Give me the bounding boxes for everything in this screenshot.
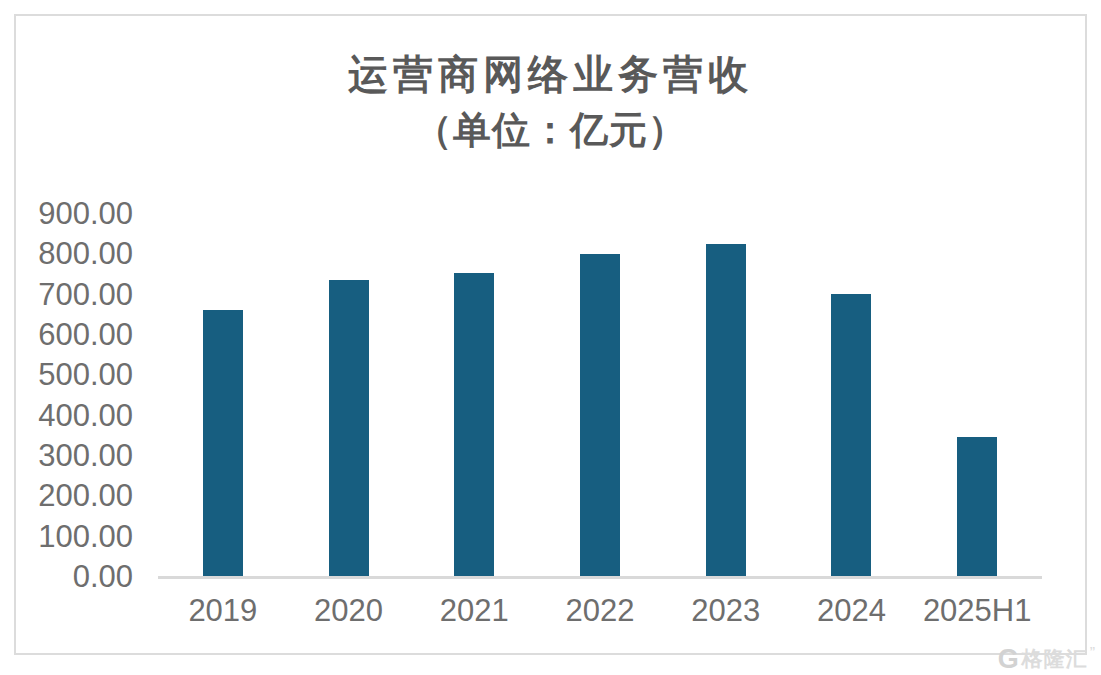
bar-2023 [706, 244, 746, 577]
y-tick-label: 900.00 [0, 196, 133, 232]
bar-2019 [203, 310, 243, 577]
y-tick-label: 600.00 [0, 317, 133, 353]
bar-slot-2025H1 [914, 214, 1040, 577]
bar-2020 [329, 280, 369, 577]
x-tick-label-2023: 2023 [663, 593, 789, 629]
y-tick-label: 200.00 [0, 478, 133, 514]
x-tick-label-2025H1: 2025H1 [914, 593, 1040, 629]
bar-slot-2021 [411, 214, 537, 577]
x-tick-label-2022: 2022 [537, 593, 663, 629]
chart-title-block: 运营商网络业务营收 （单位：亿元） [0, 46, 1101, 158]
y-tick-label: 400.00 [0, 398, 133, 434]
gelonghui-logo-icon: G [998, 646, 1019, 673]
bar-slot-2022 [537, 214, 663, 577]
bar-slot-2023 [663, 214, 789, 577]
watermark-text: 格隆汇 [1022, 645, 1088, 673]
x-tick-label-2024: 2024 [789, 593, 915, 629]
bar-2025H1 [957, 437, 997, 577]
bar-slot-2020 [286, 214, 412, 577]
bar-2022 [580, 254, 620, 577]
bar-2024 [831, 294, 871, 577]
bar-slot-2024 [789, 214, 915, 577]
watermark: G 格隆汇 ” [998, 645, 1095, 673]
x-tick-label-2021: 2021 [411, 593, 537, 629]
watermark-quote-mark: ” [1090, 645, 1095, 663]
x-axis-labels: 2019202020212022202320242025H1 [160, 593, 1040, 629]
chart-subtitle: （单位：亿元） [0, 102, 1101, 158]
chart-title: 运营商网络业务营收 [0, 46, 1101, 102]
bar-2021 [454, 273, 494, 577]
x-tick-label-2020: 2020 [286, 593, 412, 629]
bar-slot-2019 [160, 214, 286, 577]
y-tick-label: 800.00 [0, 236, 133, 272]
y-tick-label: 300.00 [0, 438, 133, 474]
x-tick-label-2019: 2019 [160, 593, 286, 629]
y-tick-label: 700.00 [0, 277, 133, 313]
plot-area [160, 214, 1040, 577]
y-tick-label: 0.00 [0, 559, 133, 595]
y-axis: 0.00 100.00 200.00 300.00 400.00 500.00 600.00… [0, 0, 133, 675]
y-tick-label: 100.00 [0, 519, 133, 555]
y-tick-label: 500.00 [0, 357, 133, 393]
x-axis-line [158, 576, 1042, 579]
